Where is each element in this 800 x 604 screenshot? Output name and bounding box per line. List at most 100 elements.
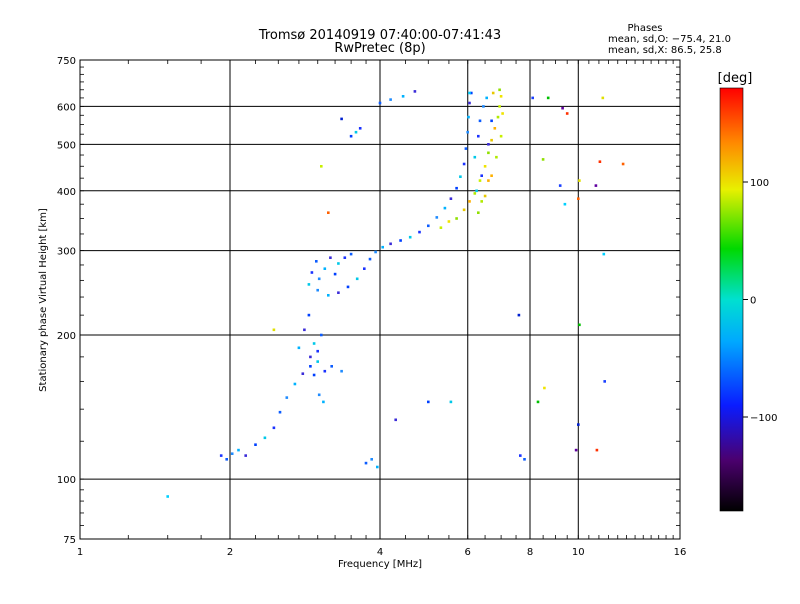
data-point-scattered (340, 117, 343, 121)
x-axis-label: Frequency [MHz] (338, 559, 422, 570)
data-point-o (374, 250, 377, 254)
data-point-x (543, 386, 546, 390)
y-tick-label: 400 (57, 187, 76, 198)
data-point-scattered (468, 91, 471, 95)
x-tick-label: 2 (227, 547, 233, 558)
y-tick-label: 750 (57, 56, 76, 67)
data-point-x (477, 211, 480, 214)
data-point-o (449, 400, 453, 404)
phase-colorbar: [deg] 100 0 −100 (718, 71, 777, 512)
data-point-o (477, 134, 480, 138)
data-point-scattered (601, 96, 605, 100)
y-axis-label: Stationary phase Virtual Height [km] (38, 208, 49, 392)
data-point-o (378, 101, 382, 105)
data-point-o (464, 147, 468, 150)
data-point-scattered (531, 96, 534, 100)
colorbar-label: [deg] (718, 71, 753, 86)
data-point-scattered (577, 423, 580, 426)
data-point-x (480, 200, 483, 203)
data-point-x (478, 179, 482, 182)
data-point-scattered (578, 179, 581, 182)
x-tick-label: 4 (377, 547, 383, 558)
data-point-o (389, 98, 392, 101)
data-point-scattered (602, 252, 606, 256)
phase-stats: Phases mean, sd,O: −75.4, 21.0 mean, sd,… (608, 23, 731, 56)
data-point-o (327, 294, 330, 297)
chart-title: Tromsø 20140919 07:40:00-07:41:43 (258, 28, 501, 43)
data-point-x (468, 200, 471, 203)
data-point-x (483, 194, 487, 198)
data-point-o (462, 162, 466, 166)
x-tick-label: 6 (465, 547, 471, 558)
data-point-o (354, 130, 358, 134)
data-point-x (439, 226, 443, 229)
data-point-x (483, 165, 487, 168)
data-point-o (519, 454, 522, 457)
data-point-o (468, 101, 471, 105)
data-point-o (343, 256, 347, 259)
data-point-x (487, 151, 490, 155)
data-point-o (355, 277, 359, 281)
data-point-o (244, 454, 247, 457)
minor-ticks (80, 60, 680, 539)
data-point-scattered (594, 184, 598, 187)
data-point-o (337, 291, 340, 294)
colorbar-tick-label: −100 (750, 413, 777, 424)
data-point-scattered (166, 495, 169, 498)
x-tick-label: 16 (674, 547, 687, 558)
data-point-o (475, 189, 478, 193)
data-point-o (317, 393, 321, 397)
data-point-scattered (595, 448, 599, 452)
data-point-x (499, 134, 503, 138)
data-point-o (285, 396, 289, 399)
data-point-o (323, 267, 327, 270)
data-point-o (337, 262, 340, 265)
data-point-o (340, 369, 343, 373)
data-point-o (309, 355, 312, 359)
data-point-x (320, 165, 323, 168)
y-tick-label: 500 (57, 140, 76, 151)
data-point-o (413, 90, 417, 93)
data-point-x (447, 220, 451, 223)
data-point-o (316, 360, 319, 363)
y-tick-label: 75 (63, 535, 76, 546)
data-point-o (370, 458, 373, 461)
data-point-o (470, 91, 473, 95)
data-point-scattered (561, 106, 564, 110)
data-point-x (473, 192, 477, 195)
phase-stats-o: mean, sd,O: −75.4, 21.0 (608, 34, 731, 45)
data-point-o (523, 458, 526, 461)
data-point-o (322, 400, 325, 404)
data-point-x (462, 208, 466, 212)
data-points (166, 88, 625, 498)
data-point-o (323, 369, 327, 373)
x-tick-label: 10 (572, 547, 585, 558)
data-point-o (237, 448, 240, 452)
y-tick-label: 300 (57, 247, 76, 258)
data-point-o (381, 245, 384, 249)
data-point-o (346, 285, 350, 289)
phase-stats-heading: Phases (627, 23, 662, 34)
colorbar-gradient (719, 87, 744, 512)
data-point-o (466, 130, 469, 134)
data-point-x (455, 217, 458, 220)
y-tick-label: 100 (57, 475, 76, 486)
data-point-o (312, 342, 316, 345)
data-point-o (329, 256, 332, 259)
data-point-x (487, 179, 490, 182)
data-point-o (293, 382, 297, 386)
data-point-scattered (603, 380, 606, 383)
y-tick-label: 200 (57, 331, 76, 342)
data-point-x (490, 138, 493, 142)
data-point-o (317, 277, 321, 281)
x-tick-labels: 1 2 4 6 8 10 16 (77, 547, 687, 558)
data-point-o (418, 230, 421, 234)
data-point-scattered (574, 448, 578, 452)
colorbar-tick-label: 100 (750, 178, 769, 189)
data-point-o (443, 206, 447, 210)
data-point-o (364, 461, 368, 465)
data-point-o (485, 96, 488, 100)
data-point-scattered (327, 211, 330, 214)
